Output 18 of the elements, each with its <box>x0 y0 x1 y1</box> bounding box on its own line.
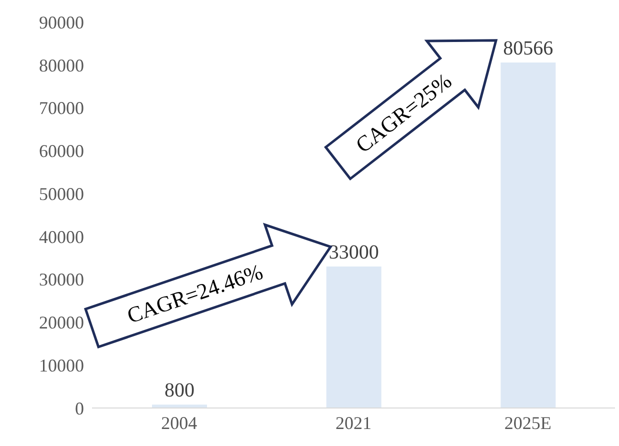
y-tick-label: 40000 <box>39 226 84 247</box>
y-tick-label: 90000 <box>39 12 84 32</box>
y-tick-label: 80000 <box>39 55 84 76</box>
y-tick-label: 50000 <box>39 184 84 204</box>
y-tick-label: 0 <box>75 398 84 418</box>
x-tick-label: 2025E <box>504 412 552 433</box>
y-tick-label: 30000 <box>39 270 84 290</box>
bar <box>326 266 382 408</box>
y-tick-label: 70000 <box>39 98 84 118</box>
x-tick-label: 2004 <box>161 412 198 433</box>
data-label: 800 <box>164 380 194 402</box>
y-tick-label: 60000 <box>39 141 84 162</box>
y-tick-label: 10000 <box>39 356 84 376</box>
data-label: 80566 <box>503 37 554 60</box>
x-tick-label: 2021 <box>336 412 372 433</box>
y-tick-label: 20000 <box>39 312 84 333</box>
bar <box>500 62 556 408</box>
data-label: 33000 <box>328 241 379 264</box>
